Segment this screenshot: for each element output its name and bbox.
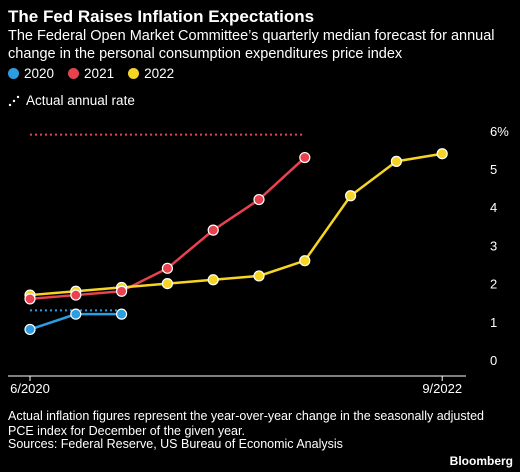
dotted-line-icon bbox=[8, 95, 20, 106]
legend-dot-2020 bbox=[8, 68, 19, 79]
bloomberg-logo: Bloomberg bbox=[449, 454, 513, 468]
data-point-2022 bbox=[390, 155, 402, 167]
series-line-2022 bbox=[29, 152, 443, 297]
data-point-2021 bbox=[253, 193, 265, 206]
y-tick-label: 6% bbox=[490, 124, 509, 139]
y-tick-label: 0 bbox=[490, 353, 497, 368]
legend-dot-2021 bbox=[68, 68, 80, 79]
data-point-2020 bbox=[115, 308, 128, 320]
legend-actual: Actual annual rate bbox=[8, 93, 135, 108]
y-tick-label: 3 bbox=[490, 238, 497, 253]
legend-actual-label: Actual annual rate bbox=[26, 93, 135, 108]
data-point-2021 bbox=[299, 151, 311, 164]
x-tick-label: 6/2020 bbox=[10, 381, 50, 396]
legend-label-2022: 2022 bbox=[144, 66, 175, 81]
legend-label-2021: 2021 bbox=[84, 66, 115, 81]
legend: 2020 2021 2022 bbox=[8, 66, 174, 81]
data-point-2022 bbox=[345, 190, 357, 202]
data-point-2021 bbox=[115, 285, 128, 297]
data-point-2022 bbox=[436, 148, 448, 160]
chart-subtitle: The Federal Open Market Committee’s quar… bbox=[8, 28, 495, 62]
data-point-2021 bbox=[70, 289, 82, 301]
data-point-2022 bbox=[161, 278, 173, 290]
x-tick-label: 9/2022 bbox=[422, 381, 462, 396]
y-tick-label: 2 bbox=[490, 277, 497, 292]
y-tick-label: 1 bbox=[490, 315, 497, 330]
y-tick-label: 5 bbox=[490, 162, 497, 177]
data-point-2022 bbox=[207, 274, 219, 286]
data-point-2020 bbox=[24, 323, 36, 336]
data-point-2021 bbox=[24, 293, 36, 305]
legend-item-2022: 2022 bbox=[128, 66, 174, 81]
sources: Sources: Federal Reserve, US Bureau of E… bbox=[8, 437, 343, 451]
data-point-2022 bbox=[253, 270, 265, 282]
data-point-2021 bbox=[161, 262, 173, 274]
legend-item-2020: 2020 bbox=[8, 66, 54, 81]
legend-item-2021: 2021 bbox=[68, 66, 114, 81]
data-point-2021 bbox=[207, 224, 219, 236]
legend-dot-2022 bbox=[128, 68, 140, 79]
data-point-2020 bbox=[70, 308, 82, 320]
chart-title: The Fed Raises Inflation Expectations bbox=[8, 7, 315, 26]
y-tick-label: 4 bbox=[490, 200, 497, 215]
legend-label-2020: 2020 bbox=[24, 66, 55, 81]
data-point-2022 bbox=[299, 255, 311, 267]
footnote: Actual inflation figures represent the y… bbox=[8, 409, 484, 438]
